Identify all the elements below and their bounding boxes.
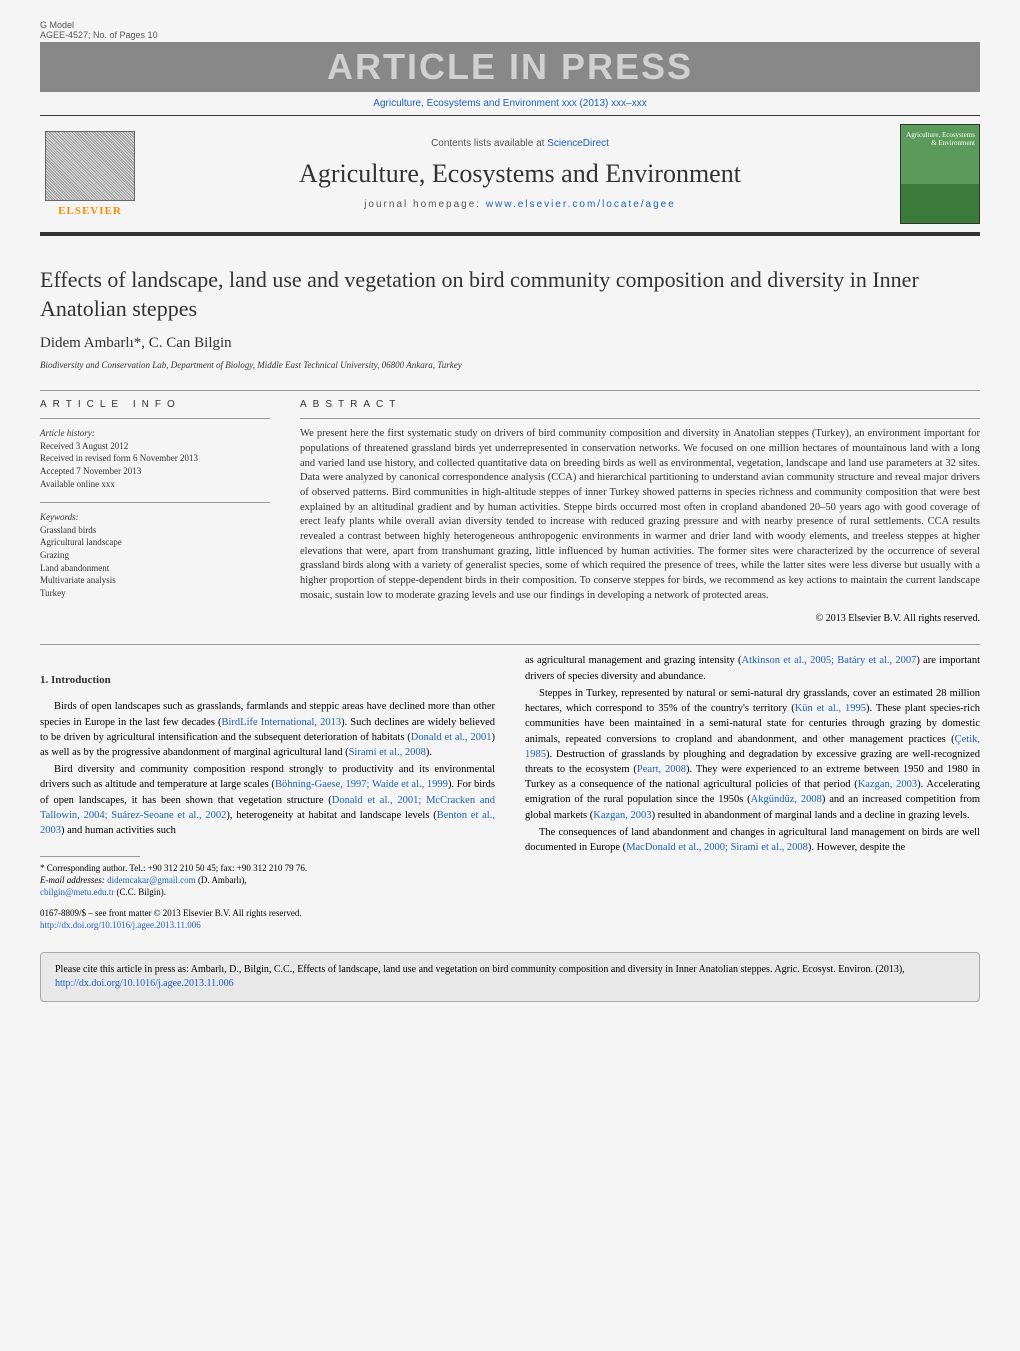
citation-box: Please cite this article in press as: Am… bbox=[40, 952, 980, 1002]
ref-link[interactable]: Akgündüz, 2008 bbox=[751, 794, 822, 805]
affiliation: Biodiversity and Conservation Lab, Depar… bbox=[40, 360, 980, 370]
masthead: ELSEVIER Contents lists available at Sci… bbox=[40, 115, 980, 236]
abstract-text: We present here the first systematic stu… bbox=[300, 427, 980, 603]
article-info-column: article info Article history: Received 3… bbox=[40, 399, 270, 624]
ref-link[interactable]: Kazgan, 2003 bbox=[858, 779, 917, 790]
ref-link[interactable]: Donald et al., 2001 bbox=[411, 732, 492, 743]
email-link[interactable]: didemcakar@gmail.com bbox=[107, 875, 196, 885]
divider bbox=[40, 418, 270, 419]
journal-reference: Agriculture, Ecosystems and Environment … bbox=[40, 92, 980, 115]
keyword: Grazing bbox=[40, 549, 270, 562]
keyword: Turkey bbox=[40, 587, 270, 600]
left-column: 1. Introduction Birds of open landscapes… bbox=[40, 653, 495, 931]
keywords-block: Keywords: Grassland birds Agricultural l… bbox=[40, 511, 270, 599]
elsevier-logo: ELSEVIER bbox=[40, 124, 140, 224]
ref-link[interactable]: MacDonald et al., 2000; Sirami et al., 2… bbox=[626, 842, 808, 853]
sciencedirect-link[interactable]: ScienceDirect bbox=[547, 138, 609, 149]
front-matter: 0167-8809/$ – see front matter © 2013 El… bbox=[40, 908, 495, 931]
gmodel-label: G Model bbox=[40, 20, 158, 30]
cover-text: Agriculture, Ecosystems & Environment bbox=[905, 131, 975, 147]
header-top: G Model AGEE-4527; No. of Pages 10 bbox=[40, 20, 980, 40]
intro-p3: as agricultural management and grazing i… bbox=[525, 653, 980, 683]
article-title: Effects of landscape, land use and veget… bbox=[40, 266, 980, 323]
email-line: E-mail addresses: didemcakar@gmail.com (… bbox=[40, 875, 495, 887]
corr-author: * Corresponding author. Tel.: +90 312 21… bbox=[40, 863, 495, 875]
elsevier-text: ELSEVIER bbox=[58, 205, 122, 217]
ref-link[interactable]: Kün et al., 1995 bbox=[795, 703, 866, 714]
body-columns: 1. Introduction Birds of open landscapes… bbox=[40, 653, 980, 931]
ref-link[interactable]: BirdLife International, 2013 bbox=[222, 717, 342, 728]
ref-link[interactable]: Kazgan, 2003 bbox=[593, 810, 651, 821]
contents-line: Contents lists available at ScienceDirec… bbox=[152, 138, 888, 149]
abstract-column: abstract We present here the first syste… bbox=[300, 399, 980, 624]
doi-link[interactable]: http://dx.doi.org/10.1016/j.agee.2013.11… bbox=[40, 920, 201, 930]
homepage-line: journal homepage: www.elsevier.com/locat… bbox=[152, 199, 888, 210]
journal-title: Agriculture, Ecosystems and Environment bbox=[152, 159, 888, 189]
divider bbox=[300, 418, 980, 419]
article-id: AGEE-4527; No. of Pages 10 bbox=[40, 30, 158, 40]
history-label: Article history: bbox=[40, 427, 270, 440]
intro-p4: Steppes in Turkey, represented by natura… bbox=[525, 686, 980, 823]
abstract-copyright: © 2013 Elsevier B.V. All rights reserved… bbox=[300, 613, 980, 624]
divider bbox=[40, 644, 980, 645]
article-in-press-banner: ARTICLE IN PRESS bbox=[40, 42, 980, 92]
keyword: Agricultural landscape bbox=[40, 536, 270, 549]
email-line-2: cbilgin@metu.edu.tr (C.C. Bilgin). bbox=[40, 887, 495, 899]
homepage-prefix: journal homepage: bbox=[364, 199, 486, 210]
divider bbox=[40, 502, 270, 503]
intro-p1: Birds of open landscapes such as grassla… bbox=[40, 699, 495, 760]
online-date: Available online xxx bbox=[40, 478, 270, 491]
info-abstract-row: article info Article history: Received 3… bbox=[40, 399, 980, 624]
intro-heading: 1. Introduction bbox=[40, 673, 495, 689]
masthead-center: Contents lists available at ScienceDirec… bbox=[152, 138, 888, 210]
email-link[interactable]: cbilgin@metu.edu.tr bbox=[40, 887, 114, 897]
cite-text: Please cite this article in press as: Am… bbox=[55, 964, 905, 975]
footnote-separator bbox=[40, 856, 140, 857]
article-history: Article history: Received 3 August 2012 … bbox=[40, 427, 270, 490]
intro-p2: Bird diversity and community composition… bbox=[40, 762, 495, 838]
keyword: Grassland birds bbox=[40, 524, 270, 537]
ref-link[interactable]: Atkinson et al., 2005; Batáry et al., 20… bbox=[742, 655, 917, 666]
keyword: Land abandonment bbox=[40, 562, 270, 575]
ref-link[interactable]: Böhning-Gaese, 1997; Waide et al., 1999 bbox=[275, 779, 448, 790]
contents-prefix: Contents lists available at bbox=[431, 138, 547, 149]
authors: Didem Ambarlı*, C. Can Bilgin bbox=[40, 335, 980, 352]
keywords-label: Keywords: bbox=[40, 511, 270, 524]
received-date: Received 3 August 2012 bbox=[40, 440, 270, 453]
revised-date: Received in revised form 6 November 2013 bbox=[40, 452, 270, 465]
cite-doi-link[interactable]: http://dx.doi.org/10.1016/j.agee.2013.11… bbox=[55, 978, 234, 989]
accepted-date: Accepted 7 November 2013 bbox=[40, 465, 270, 478]
divider bbox=[40, 390, 980, 391]
right-column: as agricultural management and grazing i… bbox=[525, 653, 980, 931]
abstract-label: abstract bbox=[300, 399, 980, 410]
issn-line: 0167-8809/$ – see front matter © 2013 El… bbox=[40, 908, 495, 920]
journal-cover-thumbnail: Agriculture, Ecosystems & Environment bbox=[900, 124, 980, 224]
ref-link[interactable]: Sirami et al., 2008 bbox=[349, 747, 426, 758]
article-info-label: article info bbox=[40, 399, 270, 410]
elsevier-tree-icon bbox=[45, 131, 135, 201]
keyword: Multivariate analysis bbox=[40, 574, 270, 587]
intro-p5: The consequences of land abandonment and… bbox=[525, 825, 980, 855]
corresponding-author-footnote: * Corresponding author. Tel.: +90 312 21… bbox=[40, 863, 495, 898]
ref-link[interactable]: Peart, 2008 bbox=[637, 764, 686, 775]
homepage-link[interactable]: www.elsevier.com/locate/agee bbox=[486, 199, 676, 210]
